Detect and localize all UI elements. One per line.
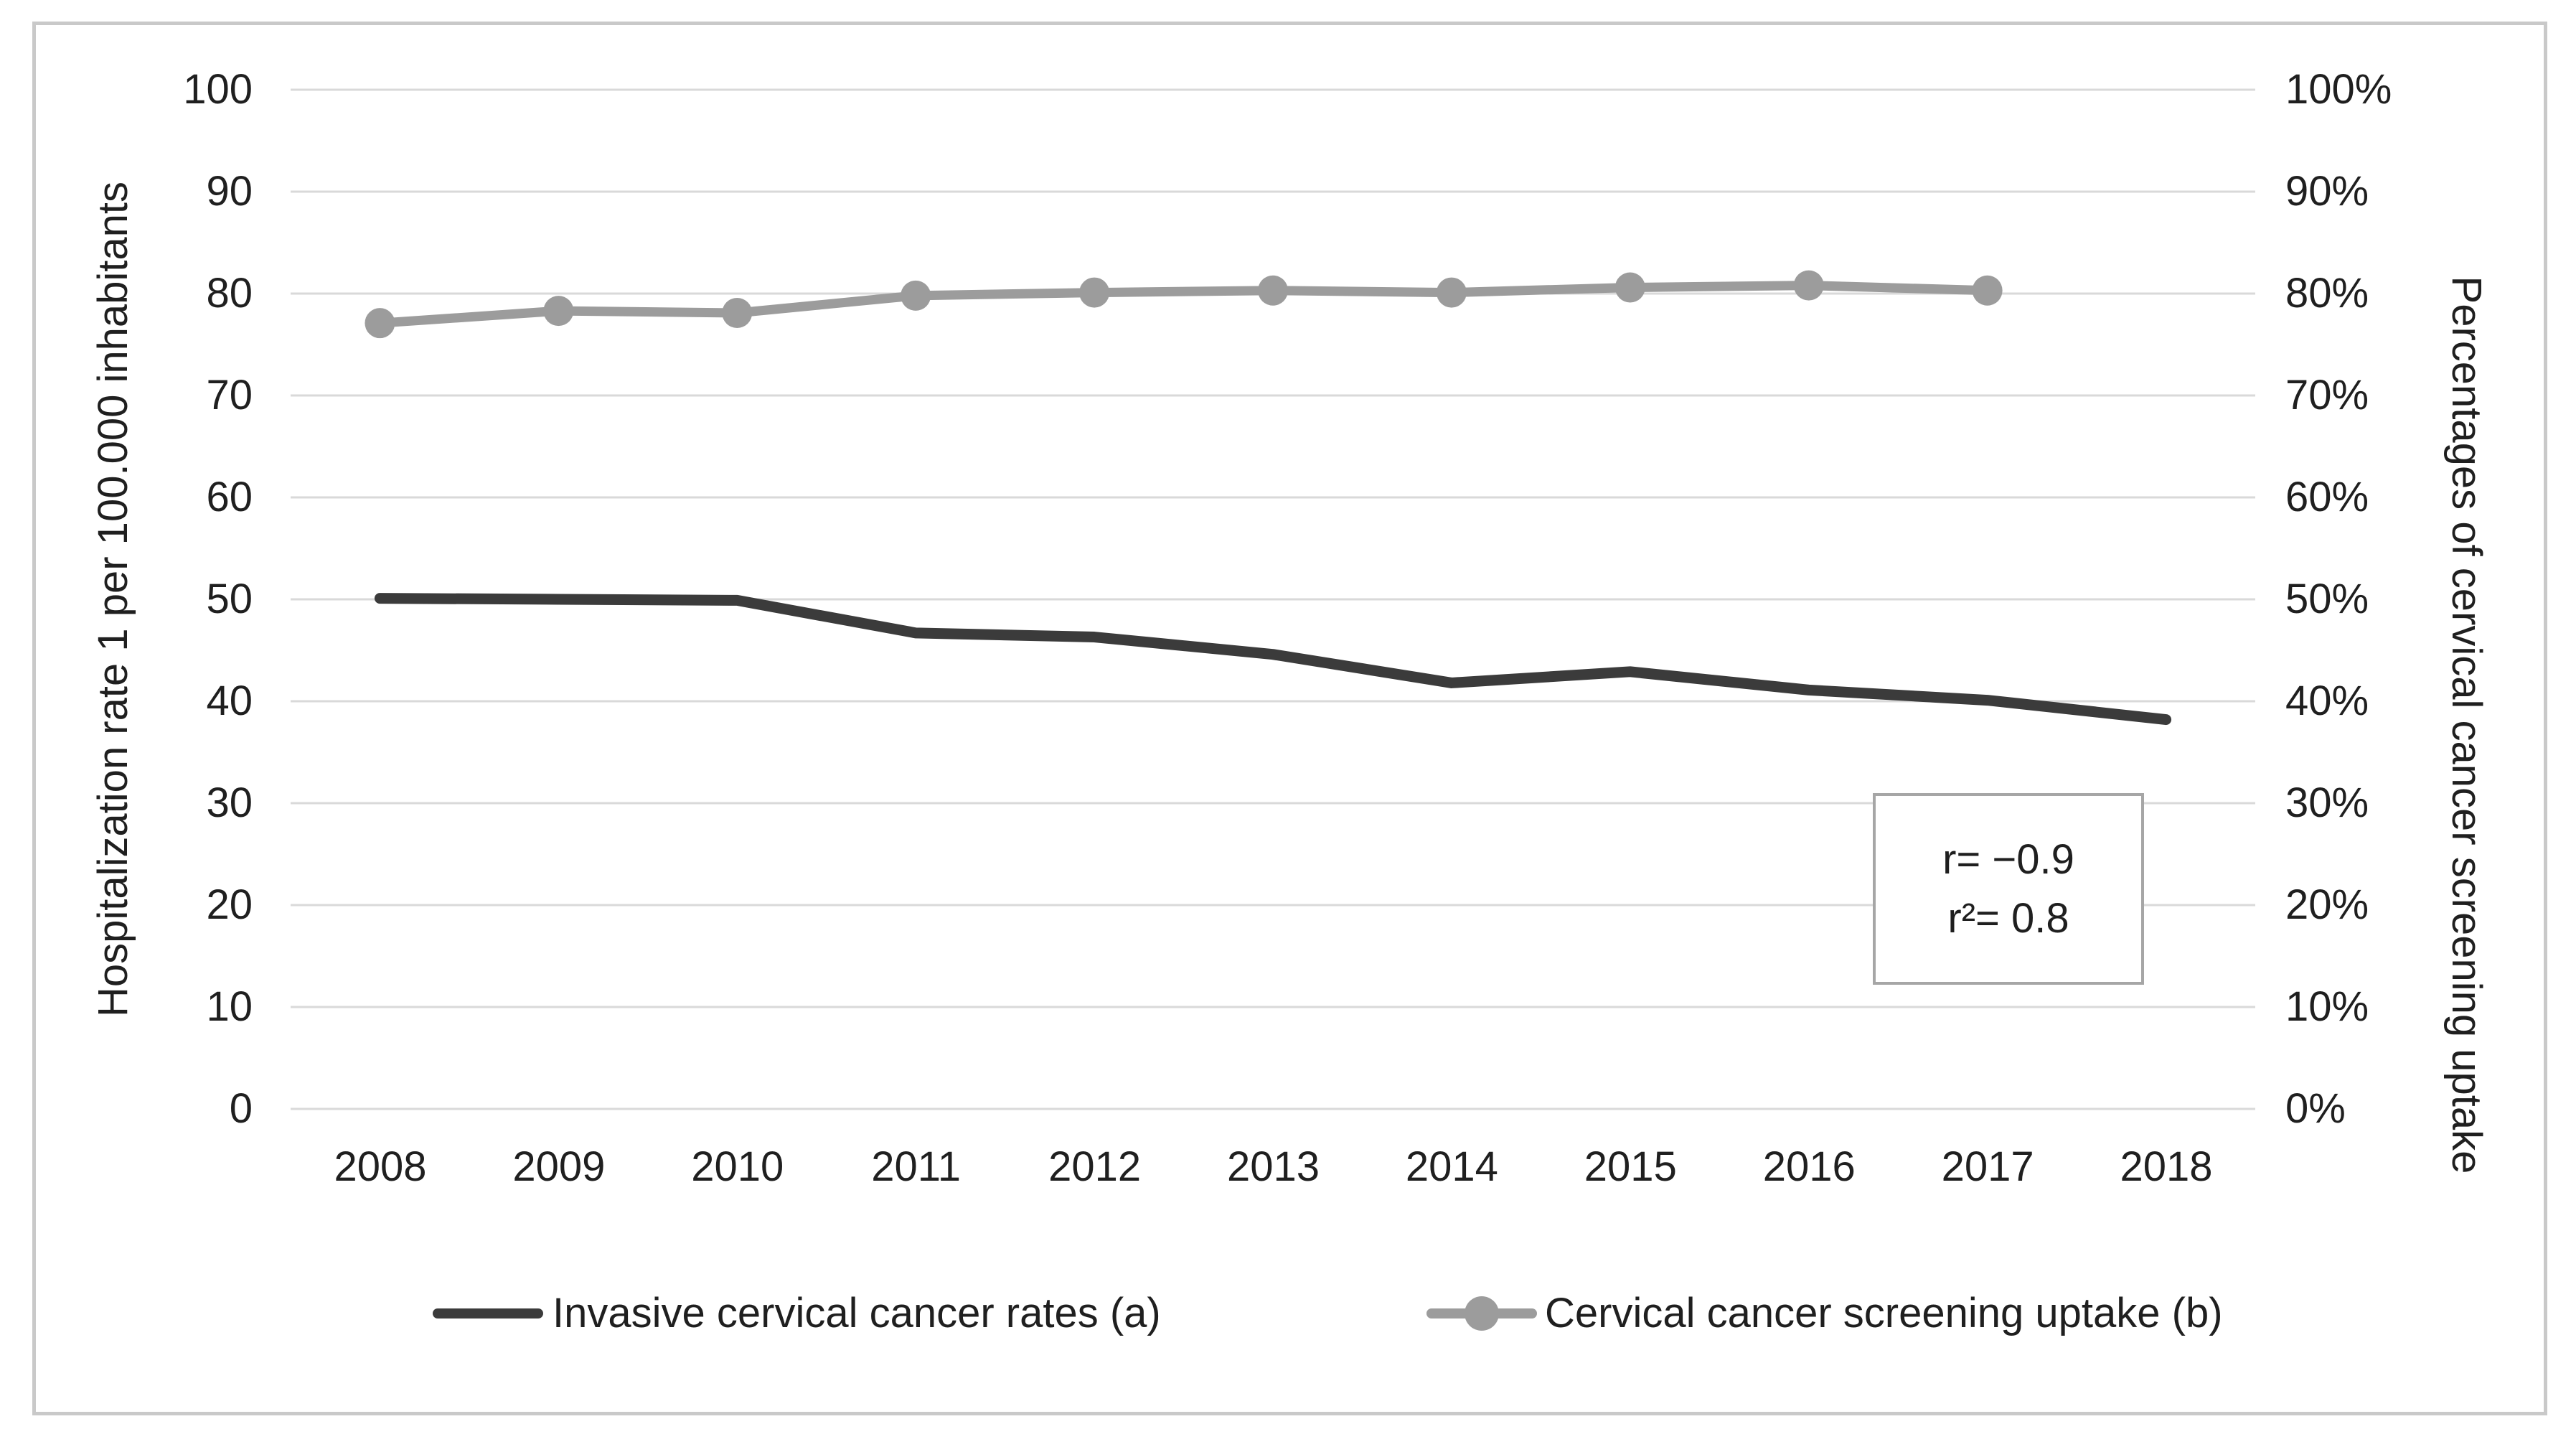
right-axis-tick: 40%	[2285, 678, 2369, 724]
right-axis-tick: 60%	[2285, 474, 2369, 520]
right-axis-tick: 30%	[2285, 779, 2369, 826]
left-axis-tick: 50	[206, 576, 253, 622]
legend-label-invasive-rates: Invasive cervical cancer rates (a)	[553, 1290, 1161, 1336]
figure-border	[32, 22, 2547, 1415]
left-axis-tick: 80	[206, 270, 253, 317]
series-line-0	[374, 593, 2172, 726]
correlation-annotation-box: r= −0.9 r²= 0.8	[1873, 793, 2144, 985]
data-point-marker	[1614, 272, 1645, 303]
x-axis-tick: 2018	[2120, 1143, 2213, 1190]
x-axis-tick: 2017	[1941, 1143, 2034, 1190]
left-axis-tick: 90	[206, 168, 253, 215]
left-axis-tick: 0	[229, 1085, 253, 1132]
left-axis-title: Hospitalization rate 1 per 100.000 inhab…	[90, 182, 136, 1017]
data-point-marker	[365, 308, 395, 339]
legend-line-swatch-dark	[433, 1308, 543, 1318]
data-point-marker	[543, 296, 574, 327]
data-point-marker	[901, 280, 931, 311]
right-axis-tick: 50%	[2285, 576, 2369, 622]
x-axis-tick: 2011	[871, 1143, 962, 1190]
right-axis-tick: 70%	[2285, 372, 2369, 418]
correlation-r-squared-value: r²= 0.8	[1947, 894, 2069, 942]
left-axis-tick: 20	[206, 881, 253, 928]
legend-item-invasive-rates: Invasive cervical cancer rates (a)	[433, 1289, 1394, 1338]
x-axis-tick: 2012	[1048, 1143, 1142, 1190]
data-point-marker	[722, 297, 753, 328]
right-axis-tick: 10%	[2285, 983, 2369, 1030]
right-axis-tick: 100%	[2285, 66, 2392, 113]
correlation-r-value: r= −0.9	[1942, 835, 2074, 883]
data-point-marker	[1972, 275, 2003, 306]
right-axis-tick: 90%	[2285, 168, 2369, 215]
data-point-marker	[1079, 277, 1110, 308]
x-axis-tick: 2008	[334, 1143, 427, 1190]
x-axis-tick: 2010	[691, 1143, 784, 1190]
left-axis-tick: 30	[206, 779, 253, 826]
x-axis-tick: 2015	[1584, 1143, 1677, 1190]
data-point-marker	[1258, 275, 1288, 306]
legend-item-screening-uptake: Cervical cancer screening uptake (b)	[1426, 1289, 2388, 1338]
left-axis-tick: 70	[206, 372, 253, 418]
x-axis-tick: 2016	[1762, 1143, 1856, 1190]
series-line-1	[375, 281, 1993, 328]
right-axis-tick: 0%	[2285, 1085, 2346, 1132]
left-axis-tick: 40	[206, 678, 253, 724]
left-axis-tick: 100	[183, 66, 253, 113]
left-axis-tick: 60	[206, 474, 253, 520]
legend-label-screening-uptake: Cervical cancer screening uptake (b)	[1545, 1290, 2223, 1336]
left-axis-tick: 10	[206, 983, 253, 1030]
right-axis-tick: 80%	[2285, 270, 2369, 317]
data-point-marker	[1436, 277, 1467, 308]
x-axis-tick: 2013	[1226, 1143, 1320, 1190]
x-axis-tick: 2014	[1405, 1143, 1498, 1190]
right-axis-title: Percentages of cervical cancer screening…	[2443, 276, 2490, 1174]
legend-marker-dot-gray	[1465, 1296, 1499, 1331]
right-axis-tick: 20%	[2285, 881, 2369, 928]
x-axis-tick: 2009	[512, 1143, 606, 1190]
data-point-marker	[1793, 270, 1824, 301]
